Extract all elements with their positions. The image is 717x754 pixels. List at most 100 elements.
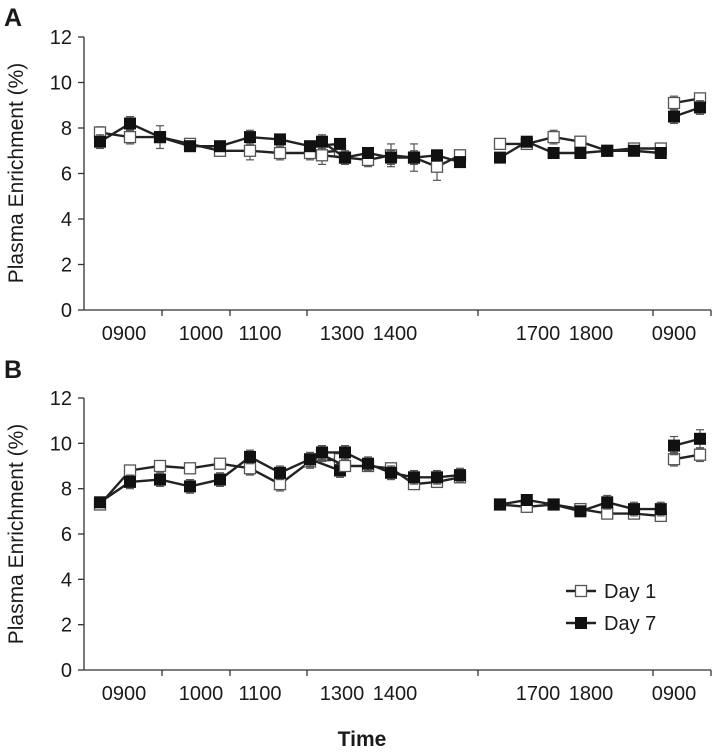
panel-b-day-1-point: [273, 477, 287, 491]
panel-b-day-7-point: [494, 498, 506, 511]
panel-a-day-7-point: [520, 135, 533, 148]
panel-a-day-7-point: [124, 117, 136, 130]
panel-a-letter: A: [4, 4, 22, 32]
panel-b-day-7-point: [454, 469, 466, 482]
panel-b-x-tick-label: 0900: [652, 683, 697, 705]
panel-a-day-7-point: [362, 147, 374, 159]
panel-a-day-7-point: [668, 110, 680, 123]
panel-b-plot-area: [93, 429, 707, 523]
legend: Day 1 Day 7: [566, 581, 656, 635]
panel-b-y-axis-label: Plasma Enrichment (%): [5, 424, 28, 645]
panel-a-day-1-point: [123, 130, 137, 144]
panel-b-day-7-point: [94, 496, 106, 509]
legend-label-day-7: Day 7: [604, 613, 656, 635]
panel-a-x-tick-label: 1800: [569, 323, 614, 345]
panel-b-y-tick-label: 12: [50, 388, 72, 410]
panel-a-day-7-point: [628, 144, 640, 157]
panel-b-x-tick-label: 0900: [102, 683, 147, 705]
panel-b-day-7-point: [520, 494, 533, 506]
panel-a-day-7-point: [385, 151, 397, 164]
panel-b-y-tick-label: 2: [61, 615, 72, 637]
panel-a-x-tick-label: 1300: [320, 323, 365, 345]
panel-a-day-7-point: [408, 151, 420, 164]
panel-a-day-7-point: [244, 131, 256, 144]
panel-a-x-tick-label: 0900: [102, 323, 147, 345]
panel-b-x-tick-label: 1100: [238, 683, 281, 705]
panel-a-x-tick-label: 1000: [179, 323, 224, 345]
panel-b-x-tick-label: 1400: [373, 683, 418, 705]
panel-b-day-1-point: [183, 462, 197, 475]
panel-a-day-1-point: [315, 149, 329, 162]
panel-a-plot-area: [93, 92, 707, 181]
panel-a-x-tick-label: 1100: [238, 323, 281, 345]
panel-b-day-7-point: [547, 498, 560, 511]
panel-a-y-axis-label: Plasma Enrichment (%): [5, 63, 28, 284]
panel-b-x-tick-label: 1700: [516, 683, 561, 705]
panel-b-day-7-point: [244, 450, 256, 463]
panel-b-y-tick-label: 4: [61, 569, 72, 591]
legend-label-day-1: Day 1: [604, 581, 656, 603]
panel-b-day-7-point: [154, 473, 166, 486]
legend-marker-day-7: [575, 617, 587, 629]
panel-b-y-tick-label: 8: [61, 479, 72, 501]
panel-a-y-tick-label: 8: [61, 118, 72, 140]
panel-b-day-1-point: [213, 457, 227, 470]
panel-b-day-1-point: [601, 507, 614, 520]
panel-a-x-tick-label: 1400: [373, 323, 418, 345]
panel-a-y-tick-label: 0: [61, 300, 72, 322]
panel-b-day-7-point: [668, 439, 680, 452]
panel-b-day-7-point: [431, 471, 443, 484]
panel-b-day-7-point: [601, 496, 614, 509]
legend-marker-day-1: [574, 584, 588, 598]
panel-a-day-7-point: [601, 144, 614, 157]
panel-a-day-7-point: [274, 133, 286, 146]
panel-b-x-tick-label: 1000: [179, 683, 224, 705]
panel-a-day-1-point: [667, 96, 681, 110]
panel-b-day-7-point: [274, 466, 286, 479]
panel-b: B Plasma Enrichment (%) 0 2 4 6 8 10 12 0900 10…: [4, 356, 712, 751]
panel-a-day-7-point: [184, 140, 196, 153]
panel-b-day-7-point: [316, 446, 328, 459]
panel-b-day-1-point: [153, 459, 167, 473]
panel-b-day-1-point: [338, 459, 352, 473]
panel-b-y-tick-label: 0: [61, 660, 72, 682]
panel-b-day-7-point: [628, 503, 640, 516]
panel-a-day-7-point: [654, 147, 667, 159]
panel-a-y-ticks: 0 2 4 6 8 10 12: [50, 27, 85, 322]
panel-a-x-tick-label: 0900: [652, 323, 697, 345]
panel-a-day-7-point: [214, 140, 226, 153]
panel-a-day-1-point: [430, 160, 444, 173]
panel-b-day-7-point: [304, 453, 316, 466]
panel-b-day-1-point: [667, 453, 681, 466]
panel-b-letter: B: [4, 356, 22, 384]
panel-b-day-7-point: [214, 473, 226, 486]
panel-a-y-tick-label: 10: [50, 73, 72, 95]
panel-b-day-7-point: [124, 475, 136, 488]
panel-b-day-7-point: [408, 471, 420, 484]
panel-b-y-ticks: 0 2 4 6 8 10 12: [50, 388, 85, 682]
panel-b-y-tick-label: 6: [61, 524, 72, 546]
panel-a-day-1-point: [547, 130, 560, 144]
panel-a: A Plasma Enrichment (%) 0 2 4 6 8 10 12 0900 10…: [4, 4, 712, 345]
panel-a-day-7-point: [304, 140, 316, 153]
panel-a-day-1-point: [273, 146, 287, 160]
panel-a-x-ticks: 0900 1000 1100 1300 1400 1700 1800 0900: [84, 309, 712, 345]
panel-b-x-ticks: 0900 1000 1100 1300 1400 1700 1800 0900: [84, 669, 712, 705]
panel-b-day-1-point: [243, 462, 257, 475]
panel-a-day-7-point: [316, 135, 328, 148]
panel-b-y-tick-label: 10: [50, 433, 72, 455]
panel-a-y-tick-label: 4: [61, 209, 72, 231]
panel-b-x-tick-label: 1300: [320, 683, 365, 705]
panel-a-day-1-point: [243, 144, 257, 157]
panel-a-day-7-point: [431, 149, 443, 162]
panel-a-day-7-point: [574, 147, 587, 159]
panel-a-x-tick-label: 1700: [516, 323, 561, 345]
panel-b-day-7-point: [654, 503, 667, 516]
panel-a-day-7-point: [454, 156, 466, 169]
panel-a-day-7-point: [339, 151, 351, 164]
panel-b-day-7-point: [184, 480, 196, 493]
panel-b-day-7-point: [385, 466, 397, 479]
panel-a-day-1-point: [493, 137, 507, 151]
panel-b-day-7-point: [339, 446, 351, 459]
